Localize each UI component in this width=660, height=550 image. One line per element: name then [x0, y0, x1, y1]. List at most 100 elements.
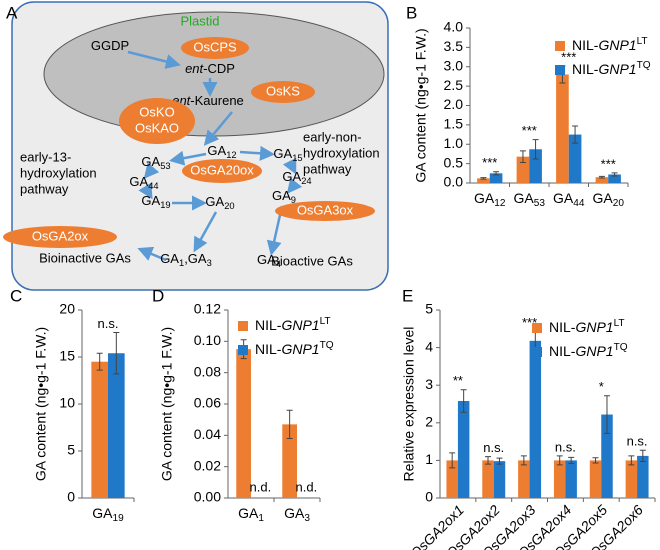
x-tick-label: GA12: [474, 190, 506, 209]
y-tick-label: 0.10: [194, 332, 221, 348]
legend-label: NIL-GNP1TQ: [549, 342, 628, 359]
note: pathway: [303, 161, 352, 176]
y-tick-label: 0.00: [194, 489, 221, 505]
text-run: GNP1: [281, 317, 319, 333]
error-bar: [113, 332, 120, 375]
enzyme-shape: [3, 226, 117, 248]
bar: [625, 460, 638, 498]
text-run: 19: [160, 200, 170, 210]
bar: [608, 174, 621, 183]
text-run: LT: [320, 316, 331, 327]
text-run: GA: [474, 190, 495, 206]
y-tick-label: 3: [425, 376, 433, 392]
error-bar: [449, 452, 456, 469]
bar: [489, 173, 503, 183]
error-bar: [96, 352, 103, 371]
y-tick-label: 3.5: [444, 38, 464, 54]
note: early-13-: [20, 149, 71, 164]
y-tick-label: 0.02: [194, 457, 221, 473]
y-tick-label: 4.0: [444, 19, 464, 35]
panel-label: B: [406, 3, 417, 22]
y-tick-label: 0: [425, 489, 433, 505]
error-bar: [592, 457, 599, 464]
legend-swatch: [238, 345, 248, 355]
legend-swatch: [532, 323, 542, 333]
text-run: GA: [257, 252, 276, 267]
x-tick-label: GA44: [553, 190, 585, 209]
metabolite: GA24: [282, 169, 311, 186]
text-run: 53: [534, 198, 546, 209]
text-run: 53: [160, 161, 170, 171]
legend-label: NIL-GNP1LT: [572, 36, 648, 53]
bar: [565, 460, 577, 498]
error-bar: [572, 125, 579, 144]
text-run: -CDP: [203, 61, 235, 76]
legend-label: NIL-GNP1LT: [255, 316, 331, 333]
y-tick-label: 2.5: [444, 77, 464, 93]
text-run: LT: [614, 318, 625, 329]
text-run: GA: [282, 169, 301, 184]
legend-swatch: [555, 41, 565, 51]
text-run: GNP1: [281, 341, 319, 357]
enzyme-shape: [251, 81, 315, 103]
error-bar: [639, 449, 646, 463]
y-tick-label: 1.5: [444, 116, 464, 132]
bar: [446, 460, 458, 498]
text-run: GA: [205, 194, 224, 209]
text-run: GNP1: [575, 319, 613, 335]
annotation: ***: [482, 155, 497, 170]
error-bar: [460, 389, 467, 413]
y-tick-label: 2: [425, 414, 433, 430]
y-tick-label: 2.0: [444, 96, 464, 112]
bar: [477, 178, 490, 183]
text-run: GA: [273, 146, 292, 161]
bar: [637, 455, 649, 498]
y-tick-label: 5: [67, 442, 75, 458]
text-run: LT: [637, 36, 648, 47]
bar: [553, 460, 566, 498]
metabolite: GA15: [273, 146, 302, 163]
annotation: **: [453, 373, 463, 388]
legend-label: NIL-GNP1TQ: [255, 340, 334, 357]
panel-label: D: [152, 286, 164, 305]
enzyme-shape: [119, 98, 195, 144]
bar: [91, 361, 108, 498]
error-bar: [520, 455, 527, 466]
text-run: GNP1: [598, 61, 636, 77]
text-run: NIL-: [572, 37, 599, 53]
y-tick-label: 0.12: [194, 301, 221, 317]
note: hydroxylation: [20, 165, 97, 180]
x-tick-label: GA19: [92, 505, 124, 524]
panel-label: C: [10, 286, 22, 305]
note: early-non-: [303, 129, 362, 144]
note: Bioactive GAs: [271, 253, 353, 268]
y-tick-label: 0.04: [194, 426, 221, 442]
y-tick-label: 0.06: [194, 395, 221, 411]
x-tick-label: GA53: [514, 190, 546, 209]
text-run: ,GA: [184, 251, 207, 266]
annotation: n.s.: [483, 440, 504, 455]
bar: [556, 74, 569, 183]
y-tick-label: 0.5: [444, 154, 464, 170]
enzyme-label: OsCPS: [193, 39, 237, 54]
text-run: GA: [129, 174, 148, 189]
metabolite: GA12: [207, 143, 236, 160]
text-run: TQ: [637, 60, 651, 71]
text-run: GA: [141, 154, 160, 169]
annotation: n.d.: [250, 479, 272, 494]
annotation: ***: [561, 49, 576, 64]
annotation: n.s.: [98, 316, 119, 331]
bar: [236, 349, 251, 498]
text-run: 3: [304, 513, 310, 524]
text-run: GA: [238, 505, 259, 521]
text-run: GA: [553, 190, 574, 206]
legend-swatch: [555, 65, 565, 75]
note: Bioinactive GAs: [39, 250, 131, 265]
error-bar: [532, 139, 539, 160]
text-run: 12: [494, 198, 506, 209]
bar: [457, 400, 470, 498]
error-bar: [611, 172, 618, 177]
text-run: 44: [573, 198, 585, 209]
bar: [482, 460, 494, 498]
